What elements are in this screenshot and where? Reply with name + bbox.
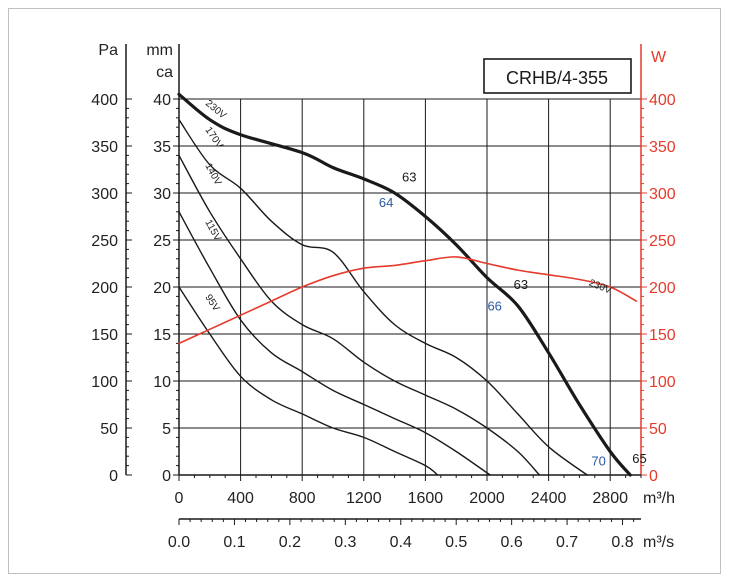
w-axis-title: W — [651, 49, 667, 66]
m3h-tick-label: 0 — [175, 490, 184, 507]
mmca-axis-title-mm: mm — [146, 42, 173, 59]
curves — [177, 92, 638, 477]
mmca-tick-label: 5 — [162, 421, 171, 438]
voltage-label-95v: 95V — [202, 293, 221, 314]
power-curve-230v — [178, 256, 638, 345]
w-tick-label: 0 — [649, 468, 658, 485]
m3h-axis-title: m³/h — [643, 490, 675, 507]
voltage-label-140v: 140V — [202, 162, 223, 188]
pa-tick-label: 150 — [91, 327, 118, 344]
mmca-tick-label: 15 — [153, 327, 171, 344]
chart-frame: 0 50 100 150 200 250 300 350 400 Pa 0 5 10 15 20 25 30 35… — [8, 8, 721, 574]
w-tick-label: 400 — [649, 92, 676, 109]
m3h-tick-label: 2800 — [592, 490, 628, 507]
pa-tick-label: 400 — [91, 92, 118, 109]
mmca-tick-label: 40 — [153, 92, 171, 109]
power-curve-label: 230V — [587, 278, 613, 297]
labels: 050100150200250300350400Pa05101520253035… — [91, 42, 676, 551]
w-tick-label: 50 — [649, 421, 667, 438]
mmca-tick-label: 0 — [162, 468, 171, 485]
mmca-tick-label: 10 — [153, 374, 171, 391]
pa-tick-label: 200 — [91, 280, 118, 297]
m3s-axis-title: m³/s — [643, 534, 674, 551]
voltage-label-170v: 170V — [203, 125, 225, 151]
mmca-tick-label: 20 — [153, 280, 171, 297]
m3h-tick-label: 2400 — [531, 490, 567, 507]
pressure-curve-95v — [178, 286, 439, 476]
mmca-tick-label: 30 — [153, 186, 171, 203]
m3s-tick-label: 0.4 — [390, 534, 412, 551]
m3h-tick-label: 1200 — [346, 490, 382, 507]
w-tick-label: 300 — [649, 186, 676, 203]
curve-annotation: 64 — [379, 195, 393, 210]
m3s-tick-label: 0.5 — [445, 534, 467, 551]
fan-performance-chart: 050100150200250300350400Pa05101520253035… — [91, 42, 676, 551]
curve-annotation: 65 — [632, 451, 646, 466]
pressure-curve-115v — [178, 211, 491, 476]
m3s-tick-label: 0.2 — [279, 534, 301, 551]
grid — [178, 98, 641, 476]
m3s-tick-label: 0.1 — [223, 534, 245, 551]
m3s-tick-label: 0.3 — [334, 534, 356, 551]
m3s-tick-label: 0.7 — [556, 534, 578, 551]
title-box-border — [483, 58, 632, 94]
w-tick-label: 100 — [649, 374, 676, 391]
m3s-tick-label: 0.8 — [611, 534, 633, 551]
m3s-tick-label: 0.0 — [168, 534, 190, 551]
pa-tick-label: 250 — [91, 233, 118, 250]
m3h-tick-label: 400 — [227, 490, 254, 507]
pa-axis-title: Pa — [98, 42, 118, 59]
w-tick-label: 250 — [649, 233, 676, 250]
pa-tick-label: 350 — [91, 139, 118, 156]
mmca-tick-label: 35 — [153, 139, 171, 156]
chart-title: CRHB/4-355 — [506, 68, 608, 88]
m3h-tick-label: 1600 — [408, 490, 444, 507]
curve-annotation: 63 — [402, 170, 416, 185]
curve-annotation: 63 — [514, 277, 528, 292]
curve-annotation: 70 — [591, 454, 605, 469]
pressure-curve-170v — [178, 119, 588, 476]
curve-annotation: 66 — [487, 299, 501, 314]
pressure-curve-140v — [178, 154, 541, 476]
axes — [125, 44, 647, 525]
m3h-tick-label: 800 — [289, 490, 316, 507]
pa-tick-label: 300 — [91, 186, 118, 203]
pa-tick-label: 50 — [100, 421, 118, 438]
pressure-curve-230v — [177, 92, 632, 477]
w-tick-label: 200 — [649, 280, 676, 297]
title-box: CRHB/4-355 — [483, 58, 632, 94]
m3s-tick-label: 0.6 — [501, 534, 523, 551]
w-tick-label: 150 — [649, 327, 676, 344]
m3h-tick-label: 2000 — [469, 490, 505, 507]
mmca-tick-label: 25 — [153, 233, 171, 250]
mmca-axis-title-ca: ca — [156, 64, 173, 81]
w-tick-label: 350 — [649, 139, 676, 156]
pa-tick-label: 100 — [91, 374, 118, 391]
pa-tick-label: 0 — [109, 468, 118, 485]
